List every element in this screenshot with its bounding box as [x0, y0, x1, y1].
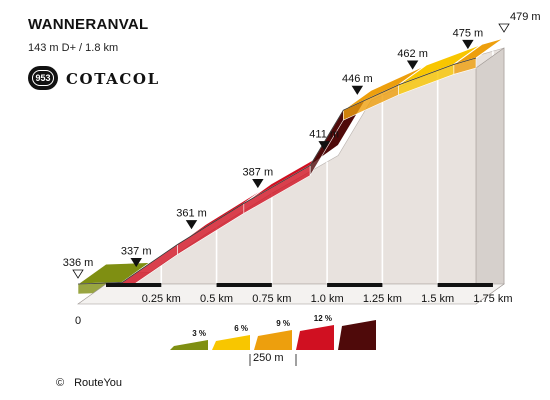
legend-label: 6 % [234, 324, 248, 333]
climb-stats: 143 m D+ / 1.8 km [28, 42, 119, 54]
legend-label: 12 % [314, 314, 332, 323]
elevation-marker [498, 23, 510, 33]
profile-outline [77, 57, 477, 285]
elevation-marker [351, 85, 364, 95]
climb-title: WANNERANVAL [28, 16, 149, 33]
distance-bar-segment [106, 283, 162, 287]
legend-label: 3 % [192, 329, 206, 338]
elevation-marker [252, 178, 264, 189]
legend-swatch [212, 335, 250, 350]
elevation-label: 462 m [397, 48, 428, 60]
elevation-label: 411 m [309, 128, 339, 140]
elevation-label: 361 m [176, 207, 207, 219]
x-tick-label: 0.75 km [252, 293, 291, 305]
x-tick-label: 1.5 km [421, 293, 454, 305]
legend-label: 9 % [276, 319, 290, 328]
elevation-marker [318, 141, 330, 151]
x-tick-label: 0.5 km [200, 293, 233, 305]
distance-bar-segment [327, 283, 383, 287]
profile-end-face [475, 47, 505, 305]
cotacol-badge: 953 [28, 66, 58, 90]
legend-swatch [170, 340, 208, 350]
elevation-marker [72, 269, 84, 279]
profile-base [77, 283, 505, 305]
legend-swatch [254, 330, 292, 350]
cotacol-logo-text: COTACOL [66, 70, 160, 88]
elevation-marker [462, 39, 474, 50]
x-tick-label: 0 [75, 315, 81, 327]
credit-text: RouteYou [74, 377, 123, 389]
x-tick-label: 1.25 km [363, 293, 402, 305]
elevation-marker [130, 258, 142, 268]
elevation-label: 479 m [510, 11, 541, 23]
elevation-marker [185, 220, 198, 230]
routeyou-credit: © RouteYou [56, 377, 122, 389]
elevation-label: 446 m [342, 73, 373, 85]
elevation-label: 387 m [243, 166, 274, 178]
elevation-label: 336 m [63, 257, 94, 269]
legend-swatch [338, 320, 376, 350]
x-tick-label: 1.75 km [473, 293, 512, 305]
elevation-label: 475 m [453, 27, 484, 39]
cotacol-number: 953 [32, 70, 54, 86]
legend-swatch [296, 325, 334, 350]
x-tick-label: 0.25 km [142, 293, 181, 305]
distance-bar-segment [437, 283, 493, 287]
elevation-marker [406, 60, 419, 70]
x-tick-label: 1.0 km [311, 293, 344, 305]
copyright-icon: © [56, 377, 65, 389]
elevation-label: 337 m [121, 245, 152, 257]
distance-bar-segment [216, 283, 272, 287]
legend-scale-label: 250 m [253, 352, 284, 364]
